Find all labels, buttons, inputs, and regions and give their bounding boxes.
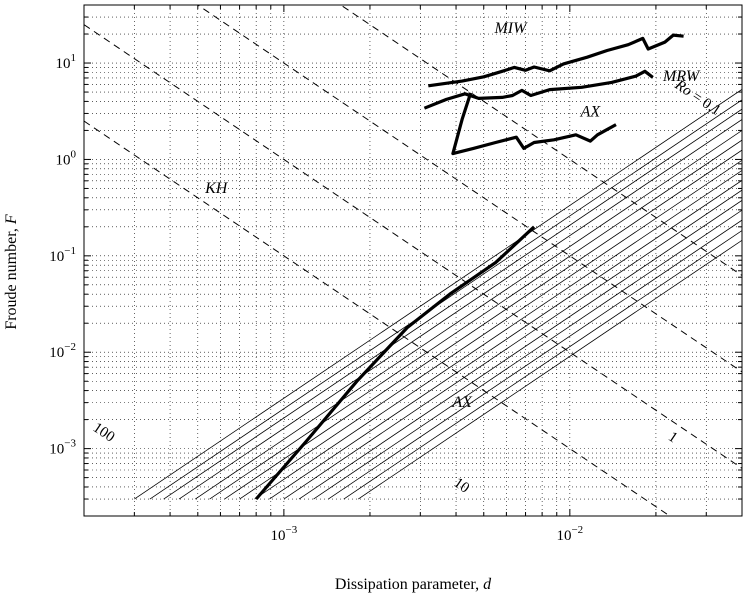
parallel-line [343, 230, 742, 500]
y-tick-label: 100 [56, 148, 77, 168]
parallel-line [358, 239, 742, 500]
y-tick-label: 10−2 [49, 341, 76, 361]
ro-line-label: 1 [665, 429, 680, 446]
y-tick-label: 10−1 [49, 245, 76, 265]
ro-line-label: 10 [451, 475, 472, 497]
y-tick-label: 101 [56, 52, 77, 72]
parallel-line [254, 169, 742, 500]
x-tick-label: 10−3 [271, 524, 298, 544]
y-tick-label: 10−3 [49, 438, 76, 458]
region-label: KH [204, 180, 229, 197]
regime-boundaries [254, 33, 684, 501]
parallel-line [163, 108, 742, 500]
mrw-boundary [423, 69, 654, 110]
ro-line [84, 120, 671, 516]
region-label: AX [580, 103, 602, 120]
parallel-lines [134, 88, 742, 500]
parallel-line [224, 149, 742, 500]
region-label: MIW [493, 20, 528, 37]
x-axis-label: Dissipation parameter, d [335, 576, 492, 593]
parallel-line [313, 209, 742, 500]
axis-ticks [84, 5, 742, 516]
y-axis-label: Froude number, F [3, 214, 20, 330]
ro-line [196, 5, 742, 373]
parallel-line [298, 199, 742, 500]
rossby-lines [84, 5, 742, 516]
parallel-line [178, 119, 742, 500]
parallel-line [209, 139, 742, 500]
miw-boundary [428, 33, 684, 88]
parallel-line [328, 219, 742, 500]
parallel-line [283, 189, 742, 500]
parallel-line [149, 99, 742, 500]
parallel-line [269, 179, 742, 500]
axisymmetric-limit [254, 225, 536, 501]
parallel-line [195, 129, 742, 500]
ro-line [84, 24, 742, 469]
parallel-line [239, 159, 742, 500]
ax-upper-boundary [451, 92, 617, 156]
region-label: AX [451, 394, 473, 411]
grid-lines [84, 5, 742, 516]
ro-line [339, 5, 742, 276]
x-tick-label: 10−2 [556, 524, 583, 544]
region-label: MRW [662, 68, 701, 85]
ro-line-label: 100 [90, 420, 118, 446]
